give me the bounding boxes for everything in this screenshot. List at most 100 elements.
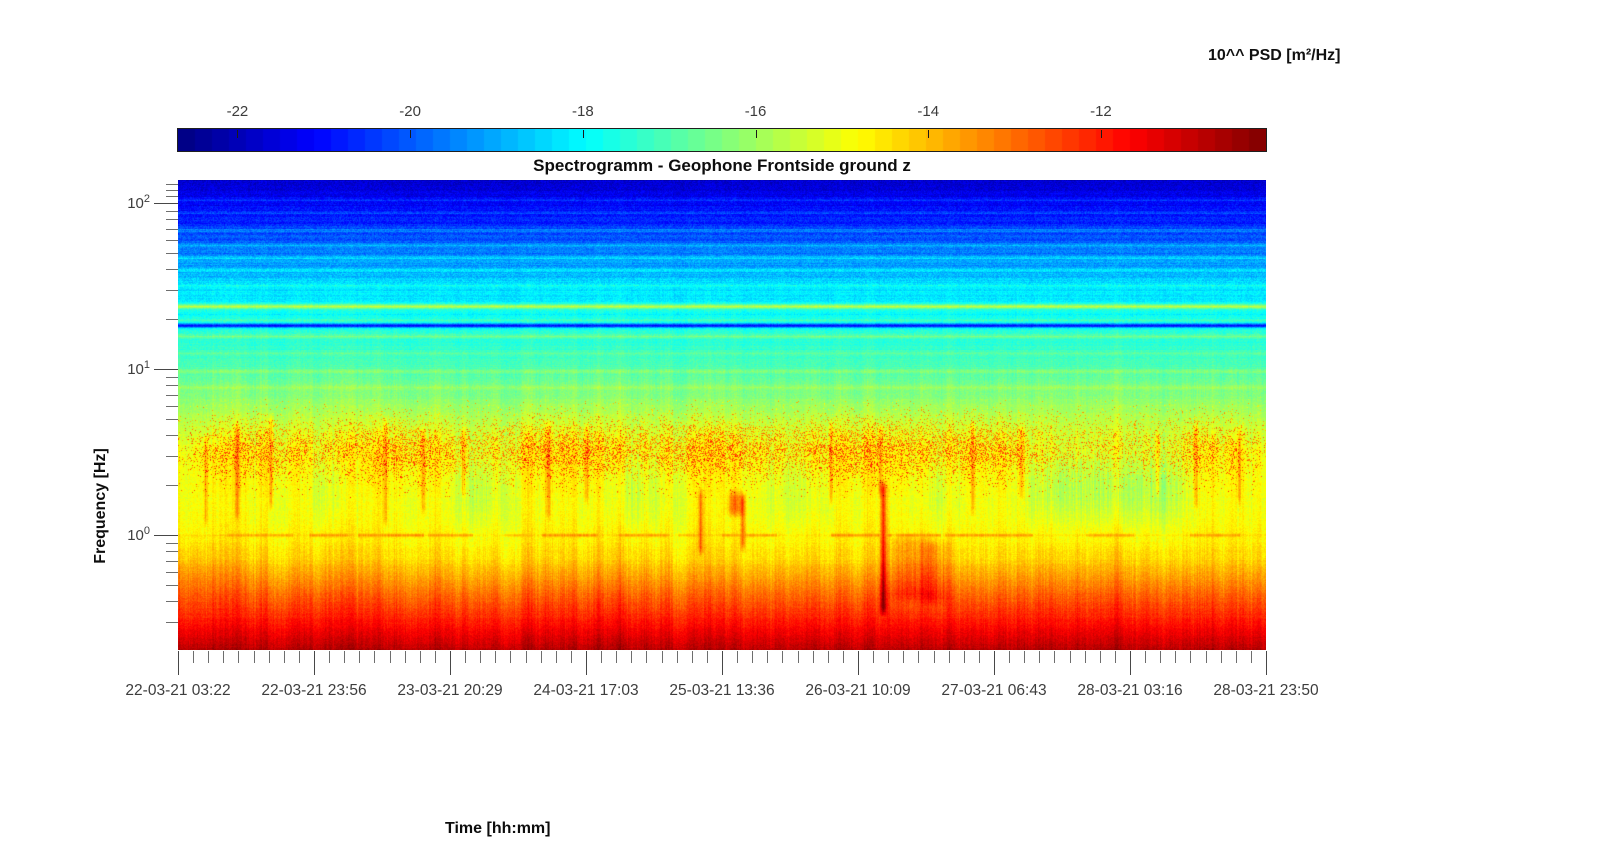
x-axis-minor-tick bbox=[827, 651, 829, 663]
x-axis-minor-tick bbox=[676, 651, 678, 663]
y-axis-minor-tick bbox=[166, 196, 178, 198]
colorbar-tick-mark bbox=[1100, 130, 1102, 138]
x-axis-tick-label: 28-03-21 23:50 bbox=[1213, 682, 1319, 699]
x-axis-major-tick bbox=[1266, 651, 1267, 675]
y-axis-minor-tick bbox=[166, 228, 178, 230]
x-axis-minor-tick bbox=[359, 651, 361, 663]
y-axis-minor-tick bbox=[166, 219, 178, 221]
x-axis-minor-tick bbox=[480, 651, 482, 663]
x-axis-minor-tick bbox=[752, 651, 754, 663]
x-axis-minor-tick bbox=[1190, 651, 1192, 663]
x-axis-minor-tick bbox=[691, 651, 693, 663]
x-axis-minor-tick bbox=[797, 651, 799, 663]
x-axis-minor-tick bbox=[344, 651, 346, 663]
y-axis-minor-tick bbox=[166, 394, 178, 396]
x-axis-minor-tick bbox=[1145, 651, 1147, 663]
x-axis-minor-tick bbox=[1114, 651, 1116, 663]
y-axis-major-tick bbox=[154, 203, 178, 205]
x-axis-minor-tick bbox=[510, 651, 512, 663]
x-axis-minor-tick bbox=[1009, 651, 1011, 663]
x-axis-minor-tick bbox=[389, 651, 391, 663]
y-axis-minor-tick bbox=[166, 184, 178, 186]
x-axis-minor-tick bbox=[193, 651, 195, 663]
y-axis-minor-tick bbox=[166, 210, 178, 212]
x-axis-minor-tick bbox=[1084, 651, 1086, 663]
x-axis-tick-label: 27-03-21 06:43 bbox=[941, 682, 1047, 699]
x-axis-major-tick bbox=[178, 651, 179, 675]
colorbar bbox=[177, 128, 1267, 152]
x-axis-minor-tick bbox=[329, 651, 331, 663]
x-axis-minor-tick bbox=[434, 651, 436, 663]
colorbar-unit-label: 10^^ PSD [m²/Hz] bbox=[1208, 47, 1341, 64]
x-axis-tick-label: 22-03-21 03:22 bbox=[125, 682, 231, 699]
x-axis-minor-tick bbox=[903, 651, 905, 663]
x-axis-major-tick bbox=[450, 651, 451, 675]
colorbar-tick-mark bbox=[582, 130, 584, 138]
y-axis-minor-tick bbox=[166, 418, 178, 420]
x-axis-tick-label: 25-03-21 13:36 bbox=[669, 682, 775, 699]
x-axis-minor-tick bbox=[1099, 651, 1101, 663]
y-axis-minor-tick bbox=[166, 385, 178, 387]
y-axis-minor-tick bbox=[166, 542, 178, 544]
x-axis-minor-tick bbox=[873, 651, 875, 663]
x-axis-minor-tick bbox=[419, 651, 421, 663]
x-axis-minor-tick bbox=[782, 651, 784, 663]
x-axis-minor-tick bbox=[842, 651, 844, 663]
y-axis-tick-label: 100 bbox=[127, 524, 150, 544]
colorbar-tick-mark bbox=[755, 130, 757, 138]
y-axis-minor-tick bbox=[166, 319, 178, 321]
plot-title: Spectrogramm - Geophone Frontside ground… bbox=[533, 156, 911, 175]
y-axis-minor-tick bbox=[166, 621, 178, 623]
x-axis-major-tick bbox=[994, 651, 995, 675]
x-axis-minor-tick bbox=[540, 651, 542, 663]
y-axis-minor-tick bbox=[166, 289, 178, 291]
x-axis-minor-tick bbox=[555, 651, 557, 663]
x-axis-minor-tick bbox=[223, 651, 225, 663]
x-axis-minor-tick bbox=[253, 651, 255, 663]
colorbar-tick-mark bbox=[410, 130, 412, 138]
x-axis-minor-tick bbox=[1054, 651, 1056, 663]
x-axis-minor-tick bbox=[1069, 651, 1071, 663]
colorbar-tick-label: -12 bbox=[1090, 103, 1112, 120]
x-axis-minor-tick bbox=[298, 651, 300, 663]
colorbar-tick-label: -14 bbox=[917, 103, 940, 120]
y-axis-tick-label: 101 bbox=[127, 359, 150, 379]
y-axis-major-tick bbox=[154, 369, 178, 371]
colorbar-tick-label: -20 bbox=[399, 103, 421, 120]
x-axis-minor-tick bbox=[1235, 651, 1237, 663]
y-axis-minor-tick bbox=[166, 239, 178, 241]
x-axis-major-tick bbox=[722, 651, 723, 675]
y-axis-tick-label: 102 bbox=[127, 193, 150, 213]
x-axis-major-tick bbox=[858, 651, 859, 675]
y-axis-minor-tick bbox=[166, 253, 178, 255]
x-axis-minor-tick bbox=[465, 651, 467, 663]
x-axis-minor-tick bbox=[208, 651, 210, 663]
x-axis-minor-tick bbox=[631, 651, 633, 663]
x-axis-minor-tick bbox=[1175, 651, 1177, 663]
y-axis-minor-tick bbox=[166, 435, 178, 437]
x-axis-minor-tick bbox=[918, 651, 920, 663]
x-axis-minor-tick bbox=[948, 651, 950, 663]
y-axis-minor-tick bbox=[166, 405, 178, 407]
x-axis-minor-tick bbox=[661, 651, 663, 663]
x-axis-minor-tick bbox=[616, 651, 618, 663]
y-axis-title: Frequency [Hz] bbox=[92, 448, 109, 564]
colorbar-tick-label: -22 bbox=[226, 103, 249, 120]
x-axis-minor-tick bbox=[570, 651, 572, 663]
x-axis-minor-tick bbox=[268, 651, 270, 663]
y-axis-minor-tick bbox=[166, 551, 178, 553]
y-axis-minor-tick bbox=[166, 269, 178, 271]
x-axis-minor-tick bbox=[495, 651, 497, 663]
x-axis-minor-tick bbox=[601, 651, 603, 663]
x-axis-major-tick bbox=[1130, 651, 1131, 675]
x-axis-minor-tick bbox=[888, 651, 890, 663]
x-axis-minor-tick bbox=[283, 651, 285, 663]
x-axis-major-tick bbox=[586, 651, 587, 675]
y-axis-minor-tick bbox=[166, 601, 178, 603]
colorbar-tick-mark bbox=[928, 130, 930, 138]
x-axis-minor-tick bbox=[1205, 651, 1207, 663]
x-axis-minor-tick bbox=[1039, 651, 1041, 663]
x-axis-tick-label: 28-03-21 03:16 bbox=[1077, 682, 1183, 699]
colorbar-tick-mark bbox=[237, 130, 239, 138]
